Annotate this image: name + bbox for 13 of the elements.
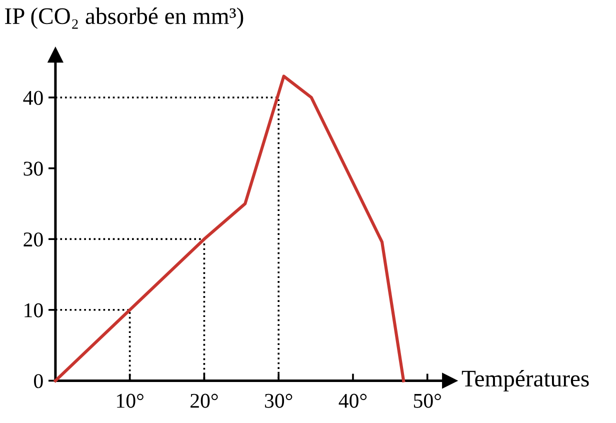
y-axis-title: IP (CO₂ absorbé en mm³) xyxy=(5,7,244,29)
line-series xyxy=(54,74,406,382)
y-tick-label: 20 xyxy=(24,232,43,247)
x-axis-title: Températures xyxy=(462,370,589,392)
x-tick-label: 10° xyxy=(117,394,144,408)
y-tick-label: 40 xyxy=(23,90,43,105)
x-tick-label: 50° xyxy=(414,394,441,408)
x-tick-label: 40° xyxy=(338,394,367,408)
y-tick-label: 10 xyxy=(24,303,43,318)
y-tick-label: 30 xyxy=(24,162,43,176)
x-tick-label: 30° xyxy=(265,394,292,408)
x-tick-label: 20° xyxy=(190,394,218,408)
y-tick-label: 0 xyxy=(34,374,43,388)
